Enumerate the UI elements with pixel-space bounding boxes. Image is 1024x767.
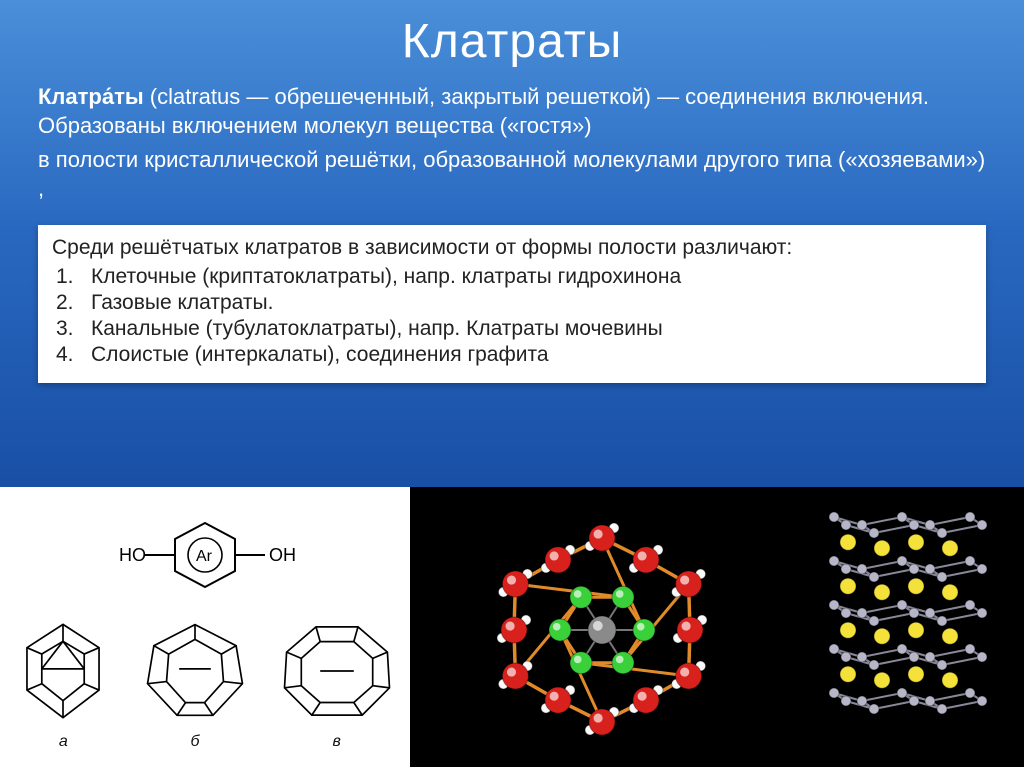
classification-list: 1. Клеточные (криптатоклатраты), напр. к… xyxy=(52,264,972,369)
slide-title: Клатраты xyxy=(0,0,1024,69)
panel-hydroquinone: HO Ar OH xyxy=(0,487,410,767)
list-item: 2. Газовые клатраты. xyxy=(56,290,972,316)
definition-paragraph-1: Клатра́ты (clatratus — обрешеченный, зак… xyxy=(0,69,1024,140)
polyhedron-b: б xyxy=(137,618,253,751)
definition-paragraph-2: в полости кристаллической решётки, образ… xyxy=(0,140,1024,203)
label-ho: HO xyxy=(119,545,146,565)
poly-label-a: а xyxy=(10,733,116,751)
label-ar: Ar xyxy=(196,548,213,565)
classification-intro: Среди решётчатых клатратов в зависимости… xyxy=(52,235,972,261)
panel-clathrate-cage xyxy=(410,487,794,767)
label-oh: OH xyxy=(269,545,296,565)
term-rest: (clatratus — обрешеченный, закрытый реше… xyxy=(38,84,929,138)
clathrate-cage-svg xyxy=(422,492,782,762)
term-bold: Клатра́ты xyxy=(38,84,144,109)
poly-label-c: в xyxy=(274,733,400,751)
polyhedron-c: в xyxy=(274,618,400,751)
list-item: 3. Канальные (тубулатоклатраты), напр. К… xyxy=(56,316,972,342)
list-item: 1. Клеточные (криптатоклатраты), напр. к… xyxy=(56,264,972,290)
graphite-svg xyxy=(804,497,1014,757)
hydroquinone-structure: HO Ar OH xyxy=(75,515,335,605)
polyhedra-row: а xyxy=(0,618,410,751)
polyhedron-a: а xyxy=(10,618,116,751)
image-row: HO Ar OH xyxy=(0,487,1024,767)
list-item: 4. Слоистые (интеркалаты), соединения гр… xyxy=(56,342,972,368)
poly-label-b: б xyxy=(137,733,253,751)
panel-graphite-intercalation xyxy=(794,487,1024,767)
classification-box: Среди решётчатых клатратов в зависимости… xyxy=(38,225,986,382)
